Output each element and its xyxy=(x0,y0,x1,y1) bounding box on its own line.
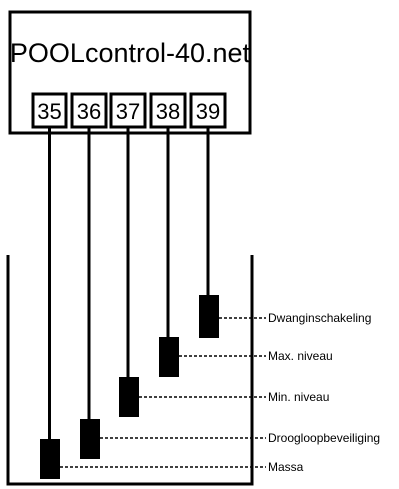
terminal-number: 36 xyxy=(77,99,101,124)
probe-38 xyxy=(159,337,179,377)
tank xyxy=(6,255,254,486)
label-massa: Massa xyxy=(268,460,304,474)
terminal-38: 38 xyxy=(149,92,187,129)
label-max-niveau: Max. niveau xyxy=(268,349,333,363)
terminal-box xyxy=(189,92,227,129)
terminal-number: 37 xyxy=(116,99,140,124)
terminal-36: 36 xyxy=(70,92,108,129)
probe-35 xyxy=(40,439,60,479)
terminal-number: 38 xyxy=(156,99,180,124)
terminal-39: 39 xyxy=(189,92,227,129)
terminal-35: 35 xyxy=(31,92,68,129)
label-dwanginschakeling: Dwanginschakeling xyxy=(268,311,371,325)
device-title: POOLcontrol-40.net xyxy=(10,38,251,68)
probe-36 xyxy=(80,419,100,459)
probe-39 xyxy=(199,295,219,338)
terminal-number: 39 xyxy=(196,99,220,124)
terminal-37: 37 xyxy=(109,92,147,129)
terminal-number: 35 xyxy=(37,99,61,124)
probe-37 xyxy=(119,377,139,417)
terminal-box xyxy=(109,92,147,129)
label-droogloopbeveiliging: Droogloopbeveiliging xyxy=(268,431,380,445)
label-min-niveau: Min. niveau xyxy=(268,390,329,404)
